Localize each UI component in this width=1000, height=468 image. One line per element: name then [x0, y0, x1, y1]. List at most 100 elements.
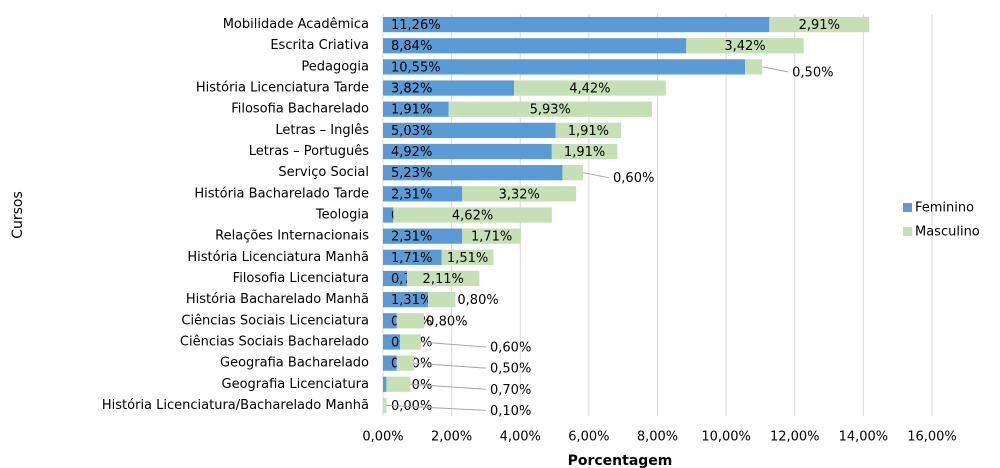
data-label: 5,23%: [391, 166, 432, 181]
data-label: 0,80%: [426, 314, 467, 329]
bar-segment: [396, 355, 414, 371]
data-label: 0,10%: [490, 404, 531, 419]
y-tick-label: Pedagogia: [301, 59, 369, 74]
bar-segment: [448, 101, 653, 117]
data-label: 5,93%: [530, 103, 571, 118]
data-label: 2,31%: [391, 187, 432, 202]
bar-segment: [555, 122, 622, 138]
y-tick-label: História Bacharelado Manhã: [186, 292, 369, 307]
legend-swatch: [903, 203, 912, 212]
bar-segment: [383, 292, 428, 308]
data-label: 10,55%: [391, 60, 441, 75]
legend-label: Masculino: [915, 225, 980, 240]
y-tick-label: Serviço Social: [278, 165, 369, 180]
x-tick-label: 14,00%: [839, 430, 889, 445]
data-label: 1,71%: [391, 251, 432, 266]
bar-segment: [769, 16, 870, 33]
bar-segment: [744, 59, 763, 75]
bar-segment: [383, 38, 687, 54]
data-label: 2,31%: [391, 230, 432, 245]
data-label: 0,50%: [792, 65, 833, 80]
data-label: 1,71%: [471, 230, 512, 245]
bar-segment: [383, 228, 463, 244]
bar-segment: [383, 143, 552, 160]
leader-line: [410, 383, 487, 390]
y-tick-label: Filosofia Bacharelado: [231, 102, 369, 117]
x-tick-label: 12,00%: [770, 430, 820, 445]
bar-segment: [383, 16, 770, 33]
y-tick-label: Ciências Sociais Bacharelado: [180, 334, 369, 349]
bar-segment: [407, 270, 480, 287]
data-label: 0,70%: [490, 383, 531, 398]
y-tick-label: Relações Internacionais: [215, 229, 369, 244]
y-tick-label: Ciências Sociais Licenciatura: [181, 313, 369, 328]
bar-segment: [383, 376, 387, 392]
data-label: 2,11%: [423, 272, 464, 287]
x-tick-label: 6,00%: [568, 430, 609, 445]
bar-segment: [462, 228, 521, 244]
y-tick-label: Geografia Bacharelado: [220, 356, 369, 371]
x-tick-label: 0,00%: [362, 430, 403, 445]
y-tick-label: Filosofia Licenciatura: [233, 271, 369, 286]
y-tick-label: Letras – Inglês: [275, 123, 369, 138]
bar-segment: [383, 165, 563, 181]
bar-segment: [551, 143, 618, 160]
x-tick-label: 4,00%: [500, 430, 541, 445]
bar-segment: [462, 186, 577, 202]
data-label: 8,84%: [391, 39, 432, 54]
legend-label: Feminino: [915, 201, 974, 216]
y-tick-label: Teologia: [315, 208, 369, 223]
y-tick-label: História Bacharelado Tarde: [194, 186, 369, 201]
bar-segment: [383, 334, 401, 350]
data-label: 0,50%: [490, 362, 531, 377]
y-tick-label: Letras – Português: [249, 144, 369, 159]
data-label: 3,42%: [724, 39, 765, 54]
data-label: 1,51%: [447, 251, 488, 266]
y-tick-label: História Licenciatura/Bacharelado Manhã: [102, 398, 369, 413]
bar-segment: [393, 207, 552, 223]
data-label: 1,91%: [564, 145, 605, 160]
y-tick-label: História Licenciatura Tarde: [196, 81, 369, 96]
bar-segment: [562, 165, 584, 181]
bar-segment: [383, 122, 556, 138]
data-label: 5,03%: [391, 124, 432, 139]
x-tick-label: 2,00%: [431, 430, 472, 445]
bar-segment: [383, 59, 745, 75]
leader-line: [386, 404, 487, 411]
data-label: 1,91%: [391, 103, 432, 118]
bar-segment: [686, 38, 804, 54]
bar-segment: [427, 292, 456, 308]
bar-segment: [383, 101, 449, 117]
bar-segment: [514, 80, 666, 96]
leader-line: [420, 341, 487, 348]
data-label: 1,91%: [568, 124, 609, 139]
data-label: 11,26%: [391, 18, 441, 33]
data-label: 1,31%: [391, 293, 432, 308]
legend-swatch: [903, 227, 912, 236]
data-label: 3,82%: [391, 82, 432, 97]
y-tick-label: Geografia Licenciatura: [222, 377, 370, 392]
bar-segment: [441, 249, 494, 265]
x-tick-label: 16,00%: [907, 430, 957, 445]
bar-segment: [383, 355, 397, 371]
y-axis-label: Cursos: [10, 191, 26, 239]
y-tick-label: Mobilidade Acadêmica: [223, 17, 369, 32]
bar-segment: [383, 207, 394, 223]
data-label: 4,92%: [391, 145, 432, 160]
bar-segment: [383, 313, 397, 329]
data-label: 0,80%: [457, 293, 498, 308]
bar-segment: [386, 376, 411, 392]
bar-segment: [383, 270, 408, 287]
data-label: 4,42%: [569, 82, 610, 97]
bar-segment: [383, 186, 463, 202]
x-tick-label: 10,00%: [701, 430, 751, 445]
data-label: 4,62%: [452, 209, 493, 224]
data-label: 2,91%: [799, 18, 840, 33]
y-tick-label: Escrita Criativa: [270, 38, 369, 53]
data-label: 0,60%: [613, 171, 654, 186]
bar-segment: [383, 397, 387, 414]
leader-line: [762, 66, 789, 73]
bar-segment: [383, 80, 515, 96]
bar-segment: [383, 249, 442, 265]
